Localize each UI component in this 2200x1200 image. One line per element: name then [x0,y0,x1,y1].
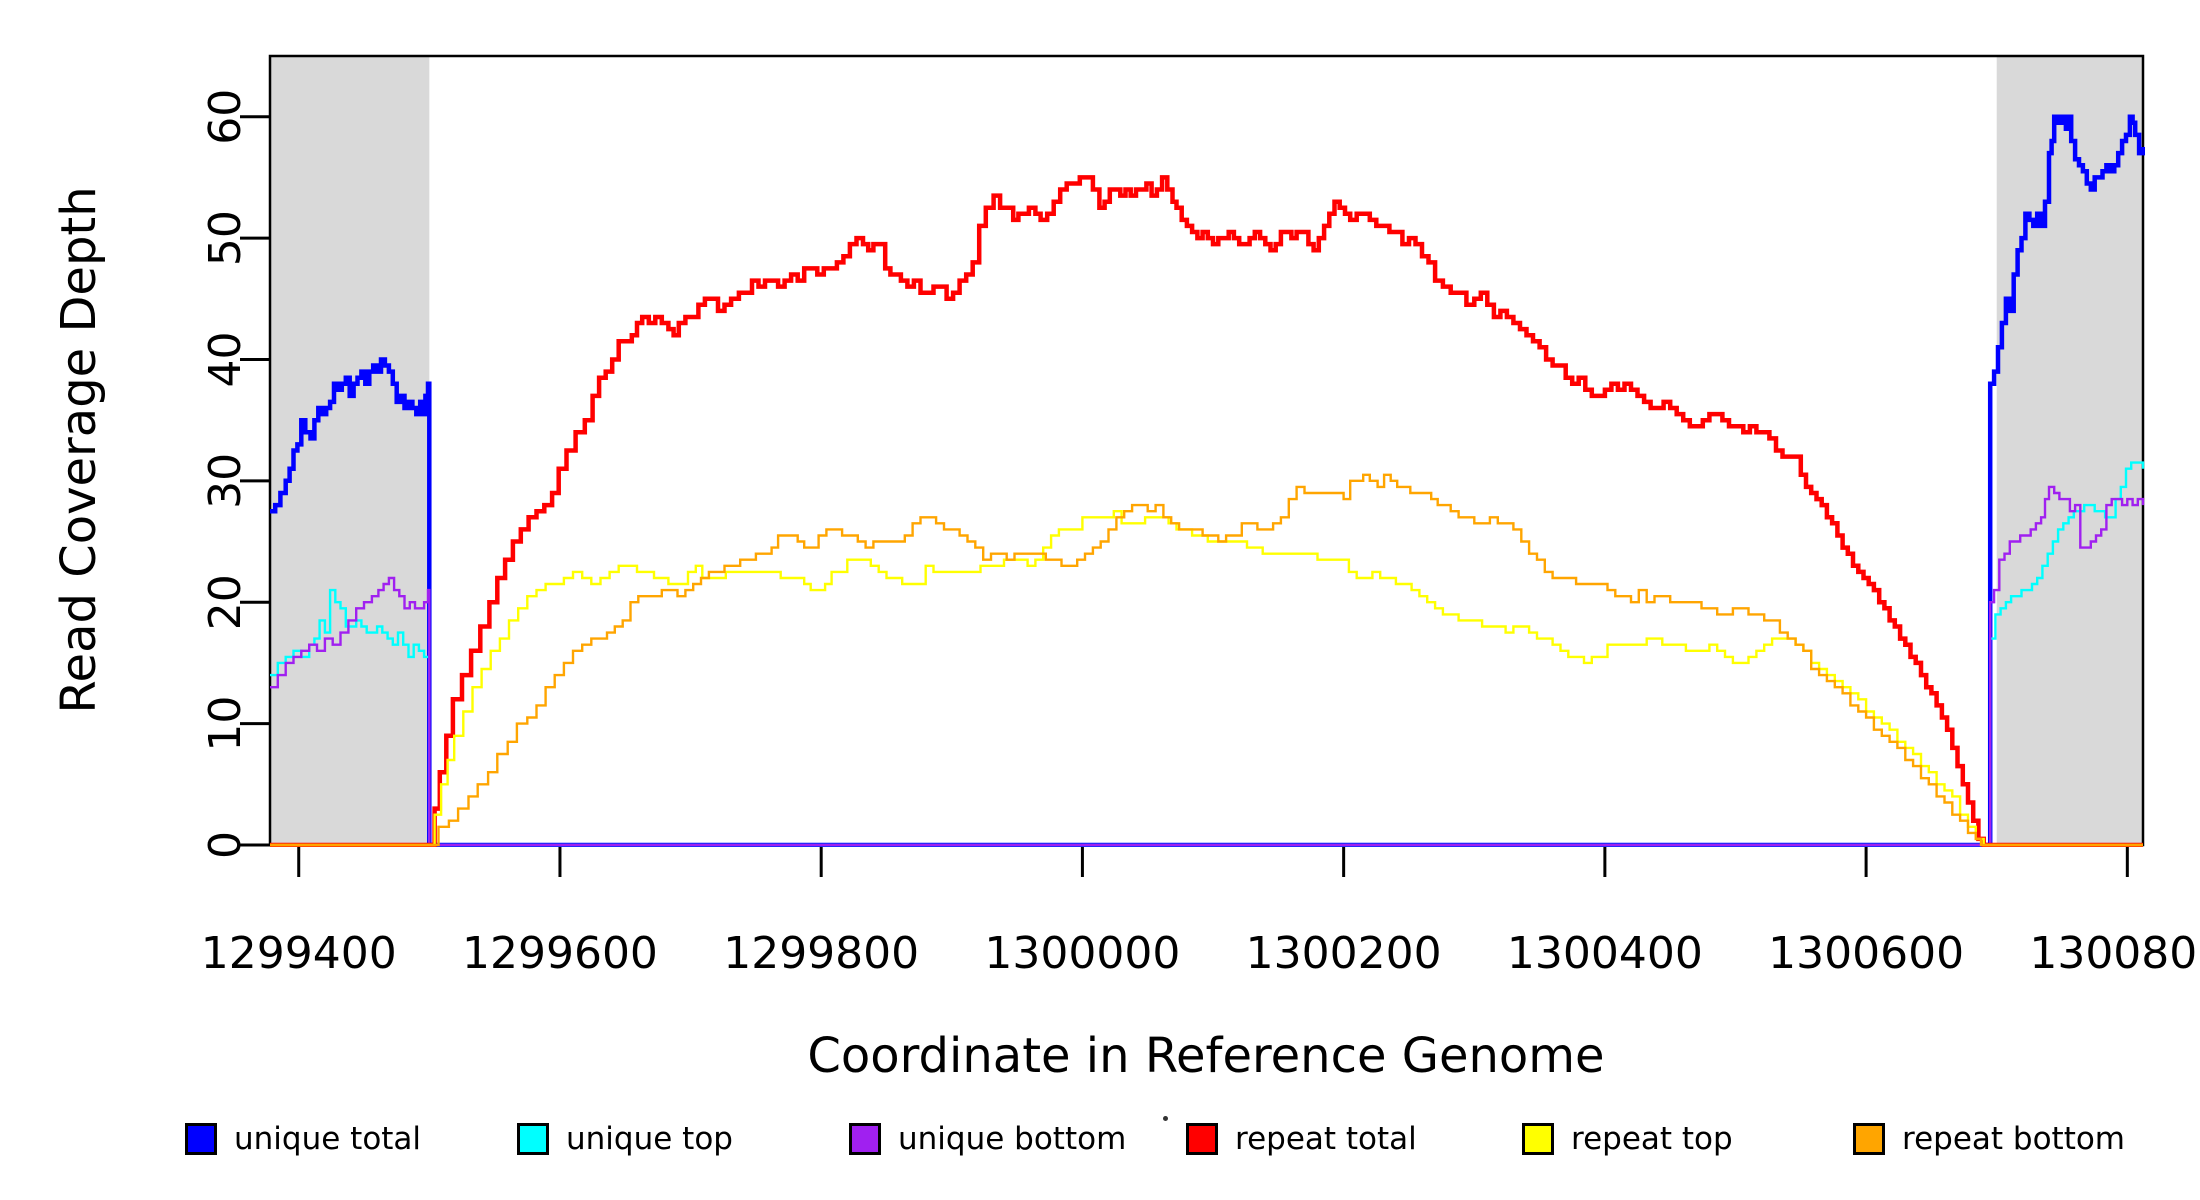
legend-swatch-unique-bottom [849,1123,881,1155]
plot-box [268,54,2145,847]
legend-label: unique total [234,1121,422,1157]
x-axis: 1299400 1299600 1299800 1300000 1300200 13004… [201,845,2200,979]
legend-item-repeat-total: repeat total [1186,1121,1417,1157]
y-tick-label: 0 [200,831,251,859]
series-repeat-total [270,175,2143,847]
series-unique-bottom [270,485,2145,847]
y-axis: 0 10 20 30 40 50 60 [200,89,270,859]
series-repeat-top [270,510,2143,847]
legend-item-unique-top: unique top [517,1121,733,1157]
y-tick-label: 40 [200,331,251,387]
x-axis-title: Coordinate in Reference Genome [807,1028,1604,1084]
x-tick-label: 1300600 [1768,928,1964,979]
legend-swatch-unique-top [517,1123,549,1155]
series-unique-total [270,114,2145,847]
y-tick-label: 10 [200,696,251,752]
legend-label: unique top [566,1121,733,1157]
legend-label: repeat bottom [1902,1121,2126,1157]
legend-label: repeat total [1235,1121,1417,1157]
legend-swatch-repeat-total [1186,1123,1218,1155]
y-tick-label: 20 [200,574,251,630]
series-repeat-bottom [270,473,2143,847]
legend-label: unique bottom [898,1121,1127,1157]
x-tick-label: 1299800 [723,928,919,979]
x-tick-label: 1300400 [1507,928,1703,979]
legend-item-unique-bottom: unique bottom [849,1121,1127,1157]
x-tick-label: 1300000 [984,928,1180,979]
legend-item-repeat-bottom: repeat bottom [1853,1121,2126,1157]
x-tick-label: 1299400 [201,928,397,979]
plot-generated-content: 1299400 1299600 1299800 1300000 1300200 13004… [200,54,2200,979]
series-unique-top [270,461,2145,847]
legend-swatch-repeat-bottom [1853,1123,1885,1155]
y-tick-label: 30 [200,453,251,509]
x-tick-label: 1300200 [1246,928,1442,979]
legend-item-repeat-top: repeat top [1522,1121,1733,1157]
legend-swatch-unique-total [185,1123,217,1155]
series-lines [270,114,2145,847]
masked-region-right [1996,56,2143,845]
stray-dot-artifact [1163,1116,1168,1121]
x-tick-label: 1299600 [462,928,658,979]
legend-item-unique-total: unique total [185,1121,422,1157]
y-axis-title: Read Coverage Depth [51,186,107,713]
legend-swatch-repeat-top [1522,1123,1554,1155]
legend-label: repeat top [1571,1121,1733,1157]
y-tick-label: 60 [200,89,251,145]
y-tick-label: 50 [200,210,251,266]
